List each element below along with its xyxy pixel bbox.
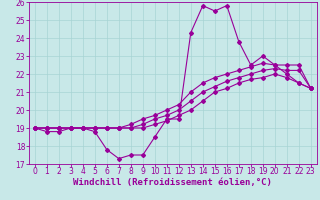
X-axis label: Windchill (Refroidissement éolien,°C): Windchill (Refroidissement éolien,°C) xyxy=(73,178,272,187)
